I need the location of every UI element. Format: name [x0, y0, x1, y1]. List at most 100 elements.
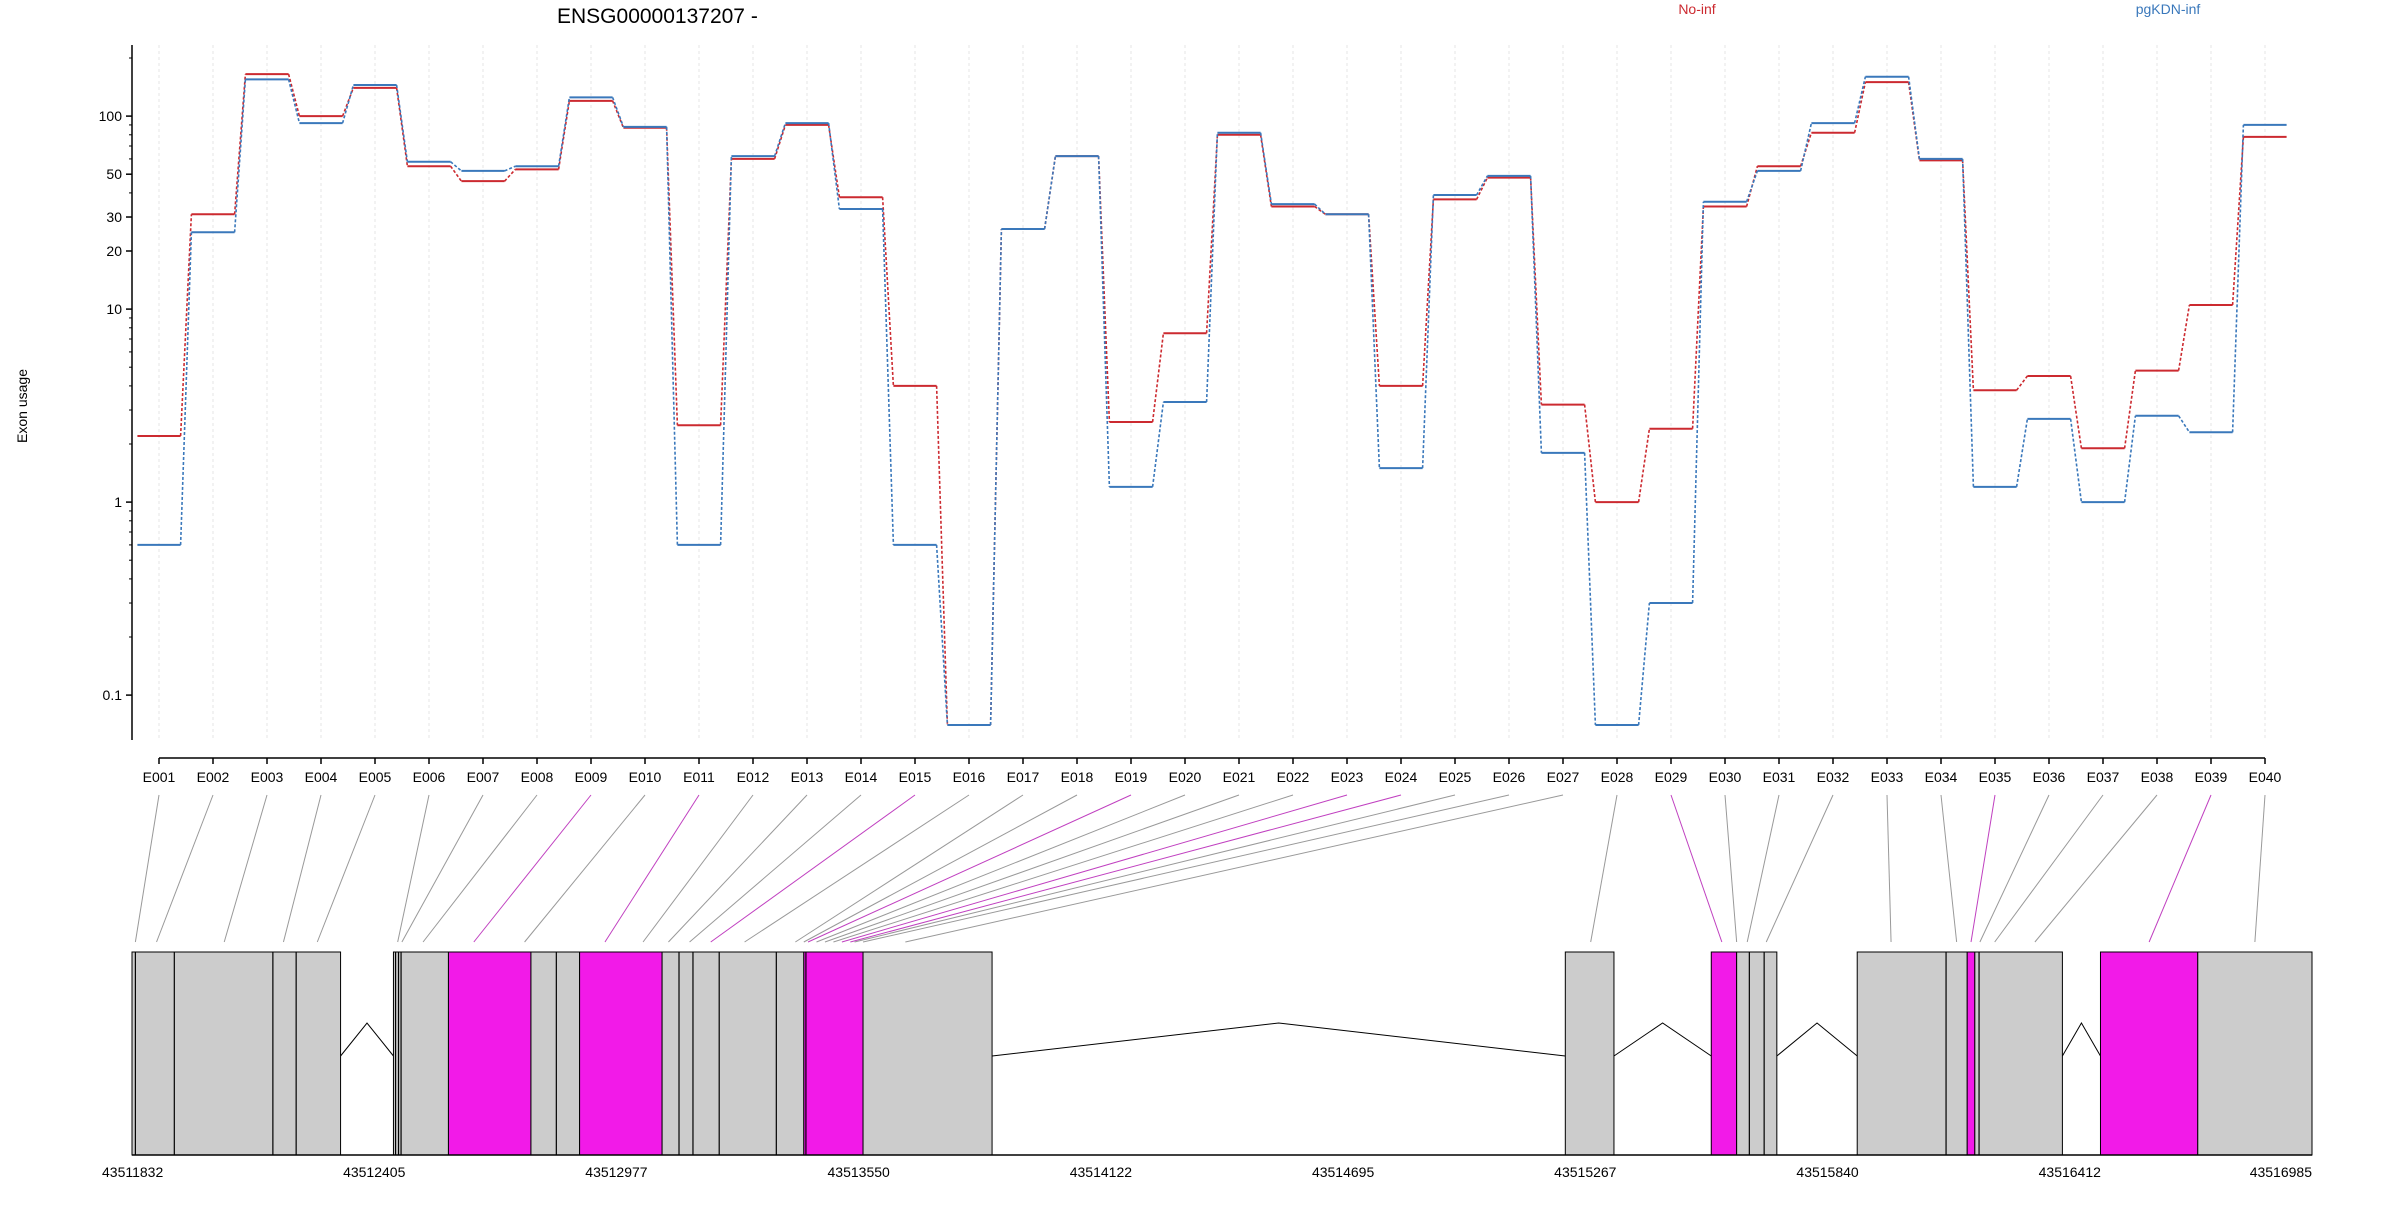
- connector-no-inf-E037: [2123, 370, 2137, 449]
- exon-link-E008: [422, 794, 538, 943]
- connector-no-inf-E023: [1367, 214, 1381, 386]
- exon-link-E036: [1979, 794, 2050, 943]
- x-tick-label-E002: E002: [197, 769, 230, 785]
- coordinate-label-43515267: 43515267: [1554, 1164, 1617, 1180]
- y-tick-label-0.1: 0.1: [103, 687, 123, 703]
- connector-pgkdn-inf-E039: [2231, 124, 2245, 433]
- exon-block-1: [131, 951, 342, 1156]
- x-tick-label-E039: E039: [2195, 769, 2228, 785]
- connector-pgkdn-inf-E010: [665, 126, 679, 545]
- exon-link-E003: [223, 794, 268, 943]
- connector-pgkdn-inf-E021: [1259, 132, 1273, 205]
- connector-no-inf-E038: [2177, 304, 2191, 371]
- highlighted-exon-block-15: [2099, 951, 2199, 1156]
- x-tick-label-E016: E016: [953, 769, 986, 785]
- intron-5: [2061, 1021, 2101, 1057]
- legend-label-pgkdn-inf: pgKDN-inf: [2136, 1, 2201, 17]
- connector-no-inf-E001: [179, 214, 193, 437]
- exon-block-11: [1736, 951, 1778, 1156]
- connector-pgkdn-inf-E001: [179, 232, 193, 545]
- connector-pgkdn-inf-E004: [341, 84, 355, 124]
- exon-link-E023: [841, 794, 1348, 943]
- y-tick-label-50: 50: [106, 166, 122, 182]
- connector-pgkdn-inf-E003: [287, 79, 301, 124]
- connector-no-inf-E028: [1637, 428, 1651, 503]
- x-tick-label-E026: E026: [1493, 769, 1526, 785]
- connector-pgkdn-inf-E009: [611, 97, 625, 128]
- exon-link-E026: [862, 794, 1510, 943]
- connector-pgkdn-inf-E024: [1421, 194, 1435, 469]
- x-tick-label-E020: E020: [1169, 769, 1202, 785]
- connector-no-inf-E019: [1151, 333, 1165, 423]
- connector-no-inf-E015: [935, 385, 949, 726]
- x-tick-label-E040: E040: [2249, 769, 2282, 785]
- x-tick-label-E001: E001: [143, 769, 176, 785]
- connector-no-inf-E036: [2069, 375, 2083, 449]
- x-tick-label-E031: E031: [1763, 769, 1796, 785]
- x-tick-label-E029: E029: [1655, 769, 1688, 785]
- coordinate-label-43513550: 43513550: [828, 1164, 891, 1180]
- connector-no-inf-E029: [1691, 206, 1705, 429]
- highlighted-exon-block-5: [579, 951, 663, 1156]
- y-axis-label: Exon usage: [14, 369, 30, 443]
- connector-pgkdn-inf-E018: [1097, 156, 1111, 487]
- x-tick-label-E014: E014: [845, 769, 878, 785]
- x-tick-label-E005: E005: [359, 769, 392, 785]
- highlighted-exon-block-3: [447, 951, 532, 1156]
- exon-link-E038: [2034, 794, 2158, 943]
- connector-pgkdn-inf-E035: [2015, 418, 2029, 487]
- connector-pgkdn-inf-E026: [1529, 175, 1543, 453]
- connector-no-inf-E020: [1205, 134, 1219, 334]
- connector-pgkdn-inf-E013: [827, 122, 841, 210]
- connector-pgkdn-inf-E023: [1367, 214, 1381, 469]
- exon-link-E039: [2148, 794, 2212, 943]
- x-tick-label-E033: E033: [1871, 769, 1904, 785]
- x-tick-label-E028: E028: [1601, 769, 1634, 785]
- highlighted-exon-block-10: [1710, 951, 1738, 1156]
- connector-pgkdn-inf-E007: [504, 165, 516, 172]
- connector-no-inf-E007: [504, 168, 516, 182]
- exon-link-E029: [1670, 794, 1723, 943]
- connector-no-inf-E013: [827, 124, 841, 198]
- coordinate-label-43512977: 43512977: [585, 1164, 648, 1180]
- exon-block-6: [661, 951, 805, 1156]
- coordinate-label-43516412: 43516412: [2039, 1164, 2102, 1180]
- exon-block-8: [862, 951, 993, 1156]
- x-tick-label-E038: E038: [2141, 769, 2174, 785]
- series-pgkdn-inf: [137, 75, 2287, 726]
- exon-link-E002: [156, 794, 214, 943]
- exon-block-12: [1856, 951, 1968, 1156]
- connector-pgkdn-inf-E031: [1799, 122, 1813, 172]
- exon-link-E005: [316, 794, 376, 943]
- connector-pgkdn-inf-E019: [1151, 401, 1165, 487]
- exon-link-E040: [2254, 794, 2266, 943]
- connector-no-inf-E032: [1853, 81, 1867, 133]
- x-tick-label-E003: E003: [251, 769, 284, 785]
- exon-link-E010: [524, 794, 646, 943]
- x-tick-label-E013: E013: [791, 769, 824, 785]
- coordinate-label-43512405: 43512405: [343, 1164, 406, 1180]
- connector-pgkdn-inf-E030: [1745, 170, 1759, 202]
- connector-pgkdn-inf-E027: [1583, 452, 1597, 726]
- legend-label-no-inf: No-inf: [1678, 1, 1715, 17]
- exon-link-E009: [473, 794, 592, 943]
- exon-link-E033: [1886, 794, 1892, 943]
- exon-block-4: [530, 951, 581, 1156]
- connector-no-inf-E027: [1583, 404, 1597, 503]
- exon-link-E013: [668, 794, 808, 943]
- x-tick-label-E030: E030: [1709, 769, 1742, 785]
- exon-link-E021: [824, 794, 1240, 943]
- series-layer: [137, 73, 2287, 726]
- connector-pgkdn-inf-E011: [719, 156, 733, 545]
- connector-no-inf-E003: [287, 73, 301, 117]
- connector-pgkdn-inf-E016: [989, 228, 1003, 726]
- connector-pgkdn-inf-E038: [2177, 415, 2191, 433]
- x-tick-label-E010: E010: [629, 769, 662, 785]
- exon-link-E006: [397, 794, 430, 943]
- exon-link-E014: [689, 794, 862, 943]
- x-tick-label-E022: E022: [1277, 769, 1310, 785]
- exon-link-E011: [604, 794, 700, 943]
- x-tick-label-E035: E035: [1979, 769, 2012, 785]
- connector-no-inf-E008: [557, 100, 571, 170]
